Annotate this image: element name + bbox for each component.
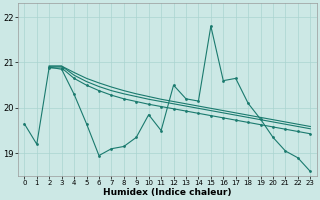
X-axis label: Humidex (Indice chaleur): Humidex (Indice chaleur) xyxy=(103,188,232,197)
